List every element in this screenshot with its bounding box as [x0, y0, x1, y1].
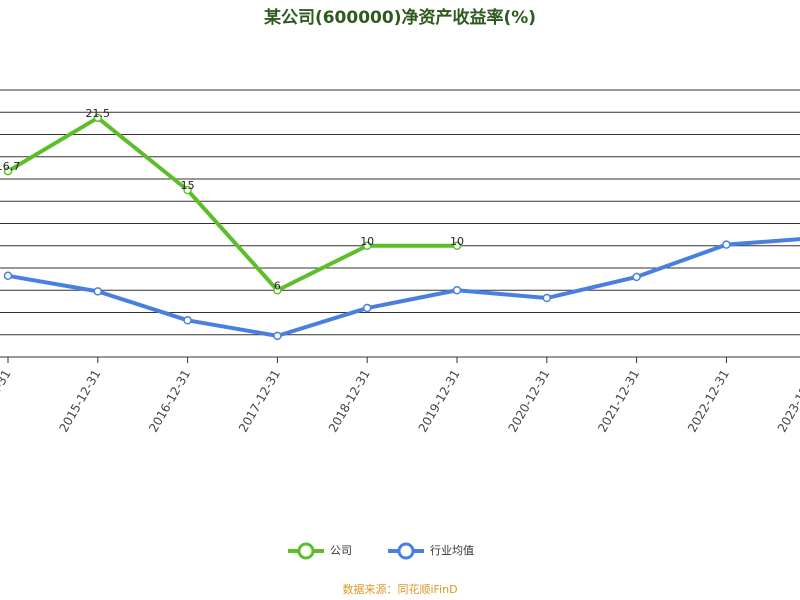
data-label: 6: [274, 279, 281, 292]
x-tick-label: 2022-12-31: [685, 367, 732, 434]
x-tick-label: 2020-12-31: [505, 367, 552, 434]
data-label: 15: [181, 179, 195, 192]
legend-marker: [297, 542, 315, 560]
point: [3, 271, 13, 281]
x-tick-label: 2017-12-31: [236, 367, 283, 434]
x-tick-label: 2023-12-31: [775, 367, 800, 434]
series-line: [7, 237, 800, 338]
point: [542, 293, 552, 303]
chart-title: 某公司(600000)净资产收益率(%): [264, 7, 536, 28]
footnote: 数据来源：同花顺iFinD: [342, 582, 457, 596]
data-label: 10: [360, 235, 374, 248]
data-label: 10: [450, 235, 464, 248]
point: [183, 316, 192, 325]
x-tick-label: 2019-12-31: [416, 367, 463, 434]
point: [722, 240, 731, 249]
x-tick-label: 2016-12-31: [146, 367, 193, 434]
series-line: [6, 115, 457, 293]
legend-label: 公司: [330, 544, 352, 557]
x-tick-label: 2014-12-31: [0, 367, 14, 434]
point: [183, 185, 192, 195]
x-tick-label: 2021-12-31: [595, 367, 642, 434]
point: [3, 166, 13, 176]
point: [93, 287, 103, 296]
point: [273, 331, 282, 341]
point: [93, 113, 103, 123]
x-tick-label: 2018-12-31: [326, 367, 373, 434]
point: [362, 241, 372, 250]
x-tick-label: 2015-12-31: [56, 367, 103, 434]
legend-marker: [397, 542, 415, 560]
point: [273, 286, 282, 295]
data-label: 21.5: [86, 107, 111, 120]
point: [452, 241, 462, 250]
point: [452, 286, 462, 295]
data-label: 16.7: [0, 160, 20, 173]
point: [362, 303, 372, 313]
legend-label: 行业均值: [430, 544, 474, 557]
point: [632, 272, 641, 282]
